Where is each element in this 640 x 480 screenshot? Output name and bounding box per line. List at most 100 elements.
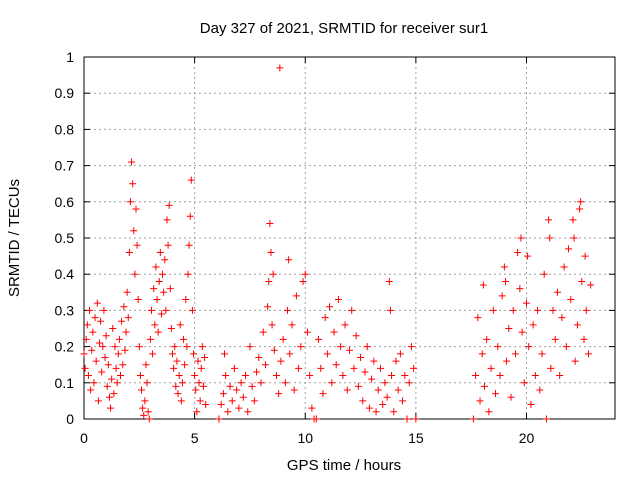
data-point-marker <box>381 379 389 387</box>
data-point-marker <box>145 415 153 423</box>
data-point-marker <box>374 386 382 394</box>
data-point-marker <box>130 227 138 235</box>
data-point-marker <box>153 296 161 304</box>
data-point-marker <box>90 379 98 387</box>
data-point-marker <box>547 364 555 372</box>
y-tick-label: 1 <box>66 49 74 65</box>
data-point-marker <box>350 364 358 372</box>
y-axis-label: SRMTID / TECUs <box>6 179 23 297</box>
y-axis: 0 0.1 0.2 0.3 0.4 0.5 0.6 0.7 0.8 0.9 1 <box>55 49 615 427</box>
data-point-marker <box>308 404 316 412</box>
data-point-marker <box>503 357 511 365</box>
data-point-marker <box>567 296 575 304</box>
data-point-marker <box>562 343 570 351</box>
data-point-marker <box>388 372 396 380</box>
data-point-marker <box>511 350 519 358</box>
data-point-marker <box>489 306 497 314</box>
data-point-marker <box>98 368 106 376</box>
data-point-marker <box>80 350 88 358</box>
data-point-marker <box>194 357 202 365</box>
gridlines <box>84 57 615 419</box>
data-point-marker <box>509 306 517 314</box>
data-point-marker <box>91 314 99 322</box>
data-point-marker <box>487 364 495 372</box>
data-point-marker <box>108 375 116 383</box>
data-point-marker <box>277 357 285 365</box>
data-point-marker <box>220 350 228 358</box>
data-point-marker <box>202 401 210 409</box>
data-point-marker <box>160 288 168 296</box>
data-point-marker <box>201 353 209 361</box>
data-point-marker <box>143 379 151 387</box>
data-point-marker <box>199 382 207 390</box>
data-point-marker <box>292 292 300 300</box>
data-point-marker <box>517 234 525 242</box>
data-point-marker <box>134 296 142 304</box>
data-point-marker <box>295 364 303 372</box>
data-point-marker <box>191 372 199 380</box>
data-point-marker <box>536 386 544 394</box>
data-point-marker <box>270 346 278 354</box>
data-point-marker <box>264 303 272 311</box>
data-point-marker <box>237 379 245 387</box>
data-point-marker <box>171 343 179 351</box>
data-point-marker <box>405 379 413 387</box>
data-point-marker <box>165 201 173 209</box>
data-point-marker <box>119 361 127 369</box>
data-point-marker <box>128 158 136 166</box>
data-point-marker <box>222 372 230 380</box>
data-point-marker <box>553 288 561 296</box>
x-tick-label: 10 <box>297 430 313 446</box>
data-point-marker <box>183 343 191 351</box>
data-point-marker <box>185 241 193 249</box>
data-point-marker <box>472 372 480 380</box>
data-point-marker <box>235 404 243 412</box>
data-point-marker <box>386 306 394 314</box>
data-point-marker <box>275 390 283 398</box>
data-point-marker <box>268 321 276 329</box>
data-point-marker <box>284 306 292 314</box>
data-point-marker <box>163 216 171 224</box>
data-point-marker <box>107 404 115 412</box>
data-point-marker <box>94 397 102 405</box>
data-point-marker <box>571 357 579 365</box>
data-point-marker <box>186 212 194 220</box>
data-point-marker <box>505 325 513 332</box>
y-tick-label: 0.5 <box>55 230 75 246</box>
data-point-marker <box>169 350 176 358</box>
data-point-marker <box>531 372 539 380</box>
data-point-marker <box>301 270 309 278</box>
data-point-marker <box>401 372 409 380</box>
data-point-marker <box>290 386 298 394</box>
data-point-marker <box>546 234 554 242</box>
data-point-marker <box>478 350 486 358</box>
data-point-marker <box>330 328 338 336</box>
x-tick-label: 20 <box>519 430 535 446</box>
data-point-marker <box>117 372 125 380</box>
chart-title: Day 327 of 2021, SRMTID for receiver sur… <box>200 20 488 37</box>
data-point-marker <box>157 310 165 318</box>
data-point-marker <box>560 263 568 271</box>
data-point-marker <box>372 408 380 416</box>
data-point-marker <box>558 314 566 322</box>
data-point-marker <box>376 364 384 372</box>
data-point-marker <box>524 252 532 260</box>
data-point-marker <box>105 393 113 401</box>
data-point-marker <box>115 335 123 343</box>
data-point-marker <box>131 270 139 278</box>
data-point-marker <box>170 364 178 372</box>
data-point-marker <box>494 343 502 351</box>
data-point-marker <box>178 379 186 387</box>
data-point-marker <box>140 411 148 419</box>
data-point-marker <box>476 397 484 405</box>
data-point-marker <box>99 343 107 351</box>
data-point-marker <box>82 335 90 343</box>
y-tick-label: 0.4 <box>55 266 75 282</box>
data-point-marker <box>95 339 103 347</box>
data-point-marker <box>182 296 190 304</box>
data-point-marker <box>396 350 404 358</box>
data-point-marker <box>534 306 542 314</box>
data-point-marker <box>228 397 236 405</box>
data-point-marker <box>152 263 160 271</box>
